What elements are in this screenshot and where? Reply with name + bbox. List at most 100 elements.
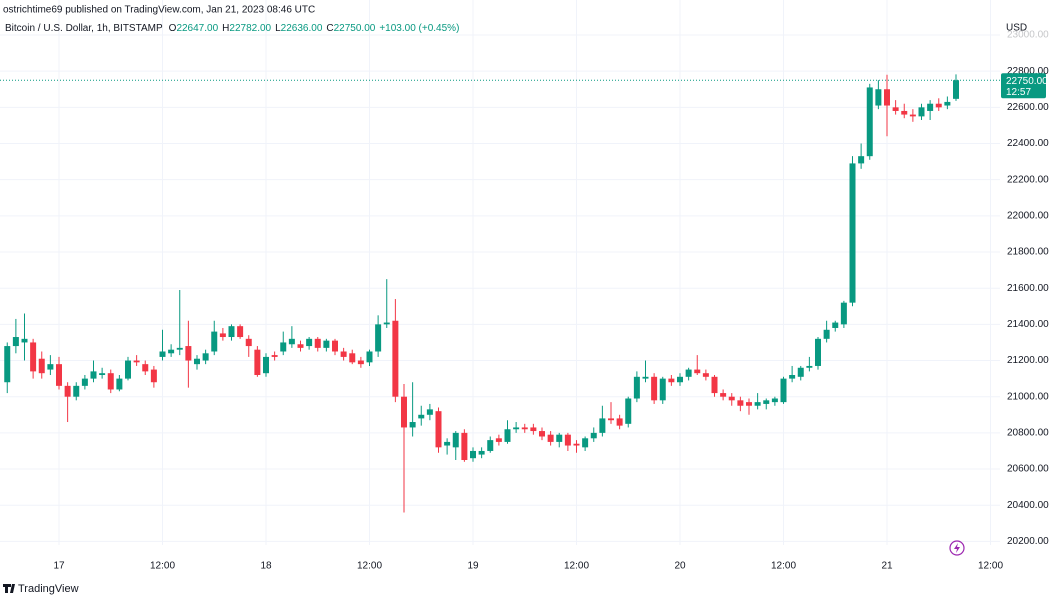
- brand: TradingView: [18, 583, 79, 595]
- candle-body: [582, 438, 589, 448]
- candle-body: [392, 320, 399, 397]
- candle-body: [720, 393, 727, 397]
- x-tick-label: 20: [674, 561, 686, 572]
- candle-body: [297, 344, 304, 348]
- x-tick-label: 12:00: [978, 561, 1003, 572]
- candle-body: [711, 376, 718, 394]
- candle-body: [168, 349, 175, 354]
- candle-body: [90, 371, 97, 379]
- y-tick-label: 21200.00: [1007, 355, 1049, 366]
- candle-body: [133, 360, 140, 363]
- y-tick-label: 21400.00: [1007, 319, 1049, 330]
- candle-body: [444, 441, 451, 446]
- candle-body: [909, 114, 916, 117]
- candle-body: [478, 450, 485, 455]
- candle-body: [340, 351, 347, 357]
- candle-body: [797, 367, 804, 377]
- candle-body: [875, 89, 882, 106]
- candle-body: [780, 378, 787, 403]
- candle-body: [314, 338, 321, 348]
- candle-body: [211, 331, 218, 352]
- candle-body: [4, 346, 11, 383]
- candle-body: [513, 427, 520, 430]
- candle-body: [832, 322, 839, 328]
- y-tick-label: 21000.00: [1007, 391, 1049, 402]
- candle-body: [470, 450, 476, 459]
- x-tick-label: 19: [467, 561, 479, 572]
- candle-body: [64, 385, 71, 397]
- candle-body: [81, 378, 88, 386]
- candle-body: [401, 396, 407, 428]
- candle-body: [608, 418, 614, 421]
- y-tick-label: 22200.00: [1007, 174, 1049, 185]
- x-tick-label: 21: [881, 561, 893, 572]
- candle-body: [599, 418, 606, 433]
- candle-body: [616, 418, 623, 426]
- candle-body: [884, 89, 890, 106]
- y-tick-label: 21600.00: [1007, 283, 1049, 294]
- candle-body: [668, 378, 675, 383]
- candle-body: [633, 376, 640, 399]
- candle-body: [228, 326, 235, 338]
- x-tick-label: 12:00: [564, 561, 589, 572]
- ohlc-value: 22636.00: [281, 23, 323, 34]
- y-tick-label: 22600.00: [1007, 102, 1049, 113]
- y-tick-label: 21800.00: [1007, 247, 1049, 258]
- candle-body: [789, 375, 796, 379]
- candle-body: [418, 414, 425, 419]
- grid: [0, 0, 1000, 545]
- y-tick-label: 20800.00: [1007, 428, 1049, 439]
- candle-body: [323, 340, 330, 348]
- candle-body: [435, 411, 442, 448]
- logo-mark: [3, 584, 15, 593]
- ohlc-legend: Bitcoin / U.S. Dollar, 1h, BITSTAMP O2264…: [5, 23, 459, 34]
- candle-body: [56, 364, 62, 386]
- candle-body: [659, 378, 666, 401]
- ohlc-value: 22782.00: [229, 23, 271, 34]
- candle-body: [944, 101, 951, 106]
- y-tick-label: 23000.00: [1007, 30, 1049, 41]
- candle-body: [349, 353, 356, 363]
- candle-body: [521, 427, 528, 430]
- candle-body: [426, 409, 433, 415]
- candle-body: [754, 402, 761, 406]
- y-tick-label: 22400.00: [1007, 138, 1049, 149]
- candle-body: [935, 103, 942, 108]
- candle-body: [901, 110, 908, 115]
- candle-body: [99, 373, 106, 375]
- last-price-box: [1001, 73, 1046, 99]
- candle-body: [504, 429, 511, 442]
- candle-body: [685, 369, 692, 377]
- candle-body: [702, 373, 709, 377]
- candle-body: [677, 376, 683, 383]
- ohlc-value: 22647.00: [176, 23, 218, 34]
- published-by: ostrichtime69 published on TradingView.c…: [3, 5, 315, 16]
- candle-body: [495, 438, 502, 442]
- candle-body: [263, 356, 269, 374]
- alert-bolt: [954, 543, 960, 553]
- candle-body: [38, 358, 45, 374]
- y-tick-label: 20600.00: [1007, 464, 1049, 475]
- candle-body: [823, 329, 830, 339]
- x-tick-label: 18: [260, 561, 272, 572]
- candle-body: [142, 364, 149, 372]
- candle-body: [306, 338, 313, 347]
- candle-body: [107, 373, 114, 390]
- candle-body: [892, 107, 899, 111]
- candle-body: [47, 364, 54, 370]
- candle-body: [953, 80, 959, 99]
- candle-body: [927, 103, 934, 111]
- candle-body: [185, 346, 192, 361]
- candle-body: [771, 398, 778, 403]
- candle-body: [383, 322, 390, 325]
- candle-body: [150, 369, 157, 383]
- candle-body: [245, 338, 252, 347]
- candle-body: [556, 434, 563, 442]
- y-tick-label: 20200.00: [1007, 536, 1049, 547]
- candle-body: [254, 349, 261, 375]
- candle-body: [30, 342, 37, 372]
- candle-body: [564, 434, 571, 446]
- candle-body: [280, 342, 287, 352]
